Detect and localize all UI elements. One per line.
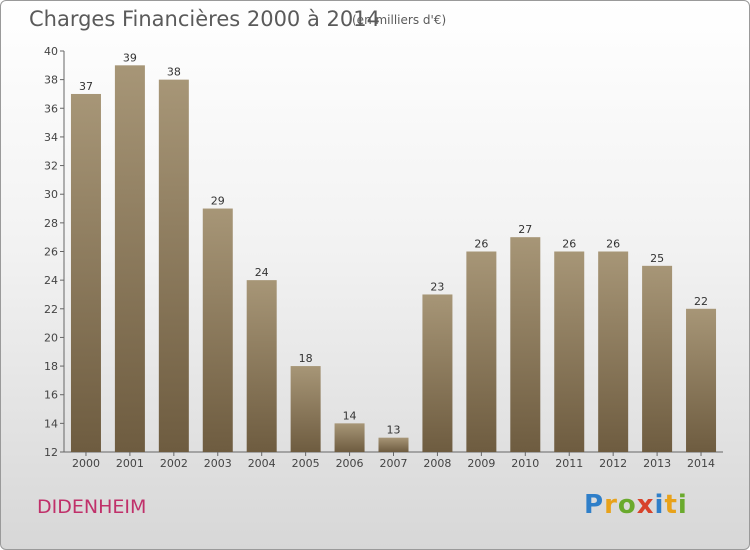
y-tick-label: 24 <box>44 274 58 287</box>
y-tick-label: 36 <box>44 102 58 115</box>
y-tick-label: 12 <box>44 446 58 459</box>
y-tick-label: 32 <box>44 160 58 173</box>
x-tick-label: 2006 <box>336 457 364 470</box>
data-label: 25 <box>650 252 664 265</box>
x-tick-label: 2014 <box>687 457 715 470</box>
x-tick-label: 2013 <box>643 457 671 470</box>
x-tick-label: 2010 <box>511 457 539 470</box>
y-tick-label: 14 <box>44 417 58 430</box>
bar <box>334 423 365 452</box>
y-tick-label: 30 <box>44 188 58 201</box>
chart-subtitle: (en milliers d'€) <box>352 13 447 27</box>
x-tick-label: 2000 <box>72 457 100 470</box>
x-tick-label: 2007 <box>380 457 408 470</box>
chart-bars: 37 39 38 29 24 18 14 13 23 26 27 26 26 25 22 <box>70 51 717 453</box>
data-label: 38 <box>167 66 181 79</box>
bar <box>554 251 585 452</box>
y-tick-label: 22 <box>44 303 58 316</box>
logo-letter: r <box>604 490 618 520</box>
y-tick-label: 16 <box>44 389 58 402</box>
data-label: 37 <box>79 80 93 93</box>
x-tick-label: 2004 <box>248 457 276 470</box>
bar <box>158 79 189 453</box>
data-label: 14 <box>343 409 357 422</box>
logo-letter: x <box>636 490 655 520</box>
bar <box>466 251 497 452</box>
chart-axes: 12 14 16 18 20 22 24 26 28 30 32 34 36 38 40 2000 2001 20… <box>44 45 723 470</box>
y-tick-label: 26 <box>44 246 58 259</box>
x-tick-label: 2003 <box>204 457 232 470</box>
bar <box>642 265 673 452</box>
data-label: 26 <box>474 238 488 251</box>
x-tick-label: 2005 <box>292 457 320 470</box>
data-label: 18 <box>299 352 313 365</box>
data-label: 13 <box>387 424 401 437</box>
bar <box>70 93 101 452</box>
data-label: 26 <box>562 238 576 251</box>
data-label: 23 <box>430 280 444 293</box>
data-label: 39 <box>123 51 137 64</box>
logo-letter: t <box>664 490 678 520</box>
y-tick-label: 18 <box>44 360 58 373</box>
bar <box>290 366 321 452</box>
y-tick-label: 34 <box>44 131 58 144</box>
bar <box>422 294 453 452</box>
y-tick-label: 38 <box>44 74 58 87</box>
data-label: 22 <box>694 295 708 308</box>
proxiti-logo: Proxiti <box>584 490 688 520</box>
logo-letter: i <box>654 490 665 520</box>
data-label: 27 <box>518 223 532 236</box>
y-tick-label: 40 <box>44 45 58 58</box>
x-tick-label: 2008 <box>423 457 451 470</box>
bar <box>114 65 145 453</box>
x-tick-label: 2011 <box>555 457 583 470</box>
logo-letter: P <box>584 490 605 520</box>
bar <box>246 280 277 452</box>
y-tick-label: 28 <box>44 217 58 230</box>
chart-title: Charges Financières 2000 à 2014 <box>29 7 380 31</box>
data-label: 24 <box>255 266 269 279</box>
x-tick-label: 2012 <box>599 457 627 470</box>
bar <box>686 308 717 452</box>
bar <box>202 208 233 452</box>
x-tick-label: 2009 <box>467 457 495 470</box>
x-tick-label: 2002 <box>160 457 188 470</box>
bar <box>378 437 409 452</box>
town-name: DIDENHEIM <box>37 496 147 518</box>
x-tick-label: 2001 <box>116 457 144 470</box>
logo-letter: i <box>677 490 688 520</box>
bar <box>510 237 541 452</box>
y-tick-label: 20 <box>44 331 58 344</box>
data-label: 29 <box>211 195 225 208</box>
logo-letter: o <box>617 490 637 520</box>
bar <box>598 251 629 452</box>
data-label: 26 <box>606 238 620 251</box>
